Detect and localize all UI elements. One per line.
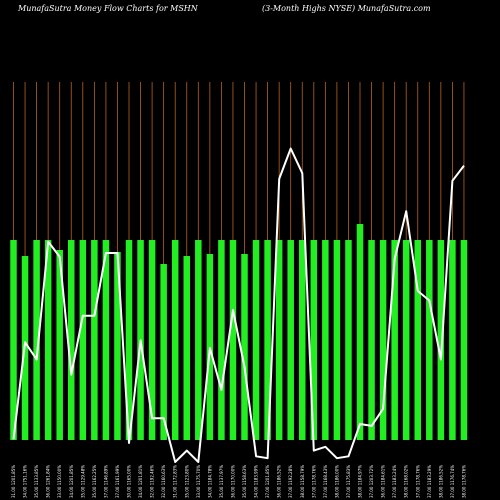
bar [287,240,294,440]
x-tick-label: 35.00 1137.97% [219,465,224,498]
x-tick-label: 38.00 1168.02% [404,465,409,498]
x-tick-label: 31.00 1172.83% [173,465,178,498]
bar [160,264,167,440]
bar [322,240,329,440]
x-tick-label: 35.00 1162.25% [92,465,97,498]
bar [275,240,283,440]
bar [345,240,352,440]
x-tick-label: 33.00 1150.00% [57,465,62,498]
x-tick-label: 37.00 1192.28% [288,465,293,498]
bar [414,240,421,440]
bar [379,240,387,440]
bar [426,240,433,440]
x-tick-label: 36.00 1184.61% [381,465,386,498]
bar [33,240,40,440]
x-tick-label: 38.00 1158.79% [300,465,305,498]
x-tick-label: 37.00 1183.29% [427,465,432,498]
bar [241,254,248,440]
x-tick-label: 37.00 1161.99% [115,465,120,498]
x-tick-label: 35.00 1129.48% [80,465,85,498]
x-tick-label: 37.00 1168.43% [323,465,328,498]
x-tick-label: 30.00 1165.00% [127,465,132,498]
x-tick-label: 35.00 1158.63% [242,465,247,498]
x-tick-label: 36.00 1170.00% [230,465,235,498]
bar [102,240,110,440]
bar [264,240,271,440]
x-tick-label: 37.00 1176.74% [450,465,455,498]
x-tick-label: 37.00 1201.85% [265,465,270,498]
chart-title: MunafaSutra Money Flow Charts for MSHN [18,4,198,13]
x-tick-label: 32.00 1160.63% [161,465,166,498]
x-tick-label: 35.00 1133.85% [34,465,39,498]
x-tick-label: 37.00 1203.72% [369,465,374,498]
bar [68,240,75,440]
x-tick-label: 37.00 1178.76% [415,465,420,498]
bar [299,240,306,440]
bar [183,256,190,440]
x-tick-label: 38.00 1186.00% [334,465,339,498]
bar [368,240,375,440]
bar [310,240,318,440]
bar [449,240,456,440]
x-tick-label: 38.00 1178.76% [461,465,466,498]
price-line [12,147,465,463]
x-tick-label: 31.00 1201.85% [11,465,16,498]
bar [229,240,237,440]
bar [402,240,410,440]
bar [195,240,202,440]
x-tick-label: 34.00 1201.81% [138,465,143,498]
bar [125,240,133,440]
x-tick-label: 34.00 1751.16% [23,465,28,498]
x-tick-label: 34.00 1184.78% [207,465,212,498]
x-tick-label: 36.00 1261.84% [46,465,51,498]
bar [391,240,398,440]
x-tick-label: 34.00 1201.85% [69,465,74,498]
bar [114,252,121,440]
bar [91,240,98,440]
bar [333,240,341,440]
x-tick-label: 37.00 1175.83% [346,465,351,498]
bar [206,254,214,440]
x-tick-label: 32.00 1192.46% [150,465,155,498]
x-tick-label: 37.00 1178.76% [311,465,316,498]
bar [79,240,87,440]
bar [148,240,156,440]
bar [356,224,364,440]
bar [56,250,63,440]
x-tick-label: 33.00 1175.70% [196,465,201,498]
x-tick-label: 38.00 1186.52% [438,465,443,498]
x-tick-labels: 31.00 1201.85% 34.00 1751.16% 35.00 1133.8… [11,465,466,498]
chart-subtitle: (3-Month Highs NYSE) MunafaSutra.com [262,4,431,13]
bar [10,240,17,440]
bar [44,240,52,440]
x-tick-label: 34.00 1183.99% [254,465,259,498]
bar [171,240,179,440]
bar [252,240,260,440]
bar [218,240,225,440]
x-tick-label: 38.00 1184.97% [358,465,363,498]
x-tick-label: 37.00 1183.24% [392,465,397,498]
bar [460,240,468,440]
bar [437,240,445,440]
x-tick-label: 37.00 1146.89% [103,465,108,498]
x-tick-label: 36.00 1186.52% [277,465,282,498]
x-tick-label: 35.00 1123.80% [184,465,189,498]
